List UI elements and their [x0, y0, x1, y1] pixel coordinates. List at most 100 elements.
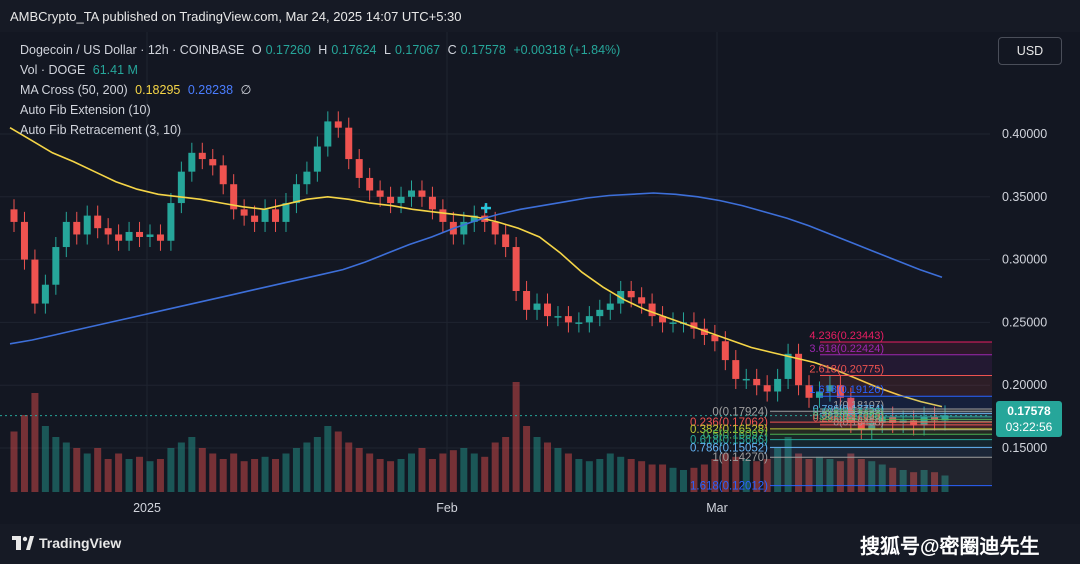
volume-bar: [606, 453, 614, 492]
fib-extension-band: [820, 421, 992, 425]
candle-body: [795, 353, 803, 386]
volume-bar: [177, 442, 185, 492]
candle-body: [533, 303, 541, 310]
fib-retracement-band: [770, 439, 992, 448]
candle-body: [460, 221, 468, 235]
fib-extension-band: [820, 375, 992, 397]
volume-bar: [313, 437, 321, 492]
candle-body: [763, 385, 771, 392]
candle-body: [742, 378, 750, 381]
candle-body: [564, 316, 572, 323]
candle-body: [115, 234, 123, 241]
volume-bar: [669, 467, 677, 492]
volume-bar: [721, 453, 729, 492]
candle-body: [711, 334, 719, 342]
volume-bar: [460, 448, 468, 492]
candle-body: [502, 234, 510, 248]
volume-bar: [931, 472, 939, 492]
candle-body: [836, 385, 844, 398]
publisher-caption: AMBCrypto_TA published on TradingView.co…: [10, 9, 462, 24]
fib-retracement-band: [770, 428, 992, 435]
y-tick-label: 0.35000: [1002, 190, 1047, 204]
candle-body: [303, 171, 311, 185]
volume-bar: [303, 442, 311, 492]
volume-bar: [261, 456, 269, 492]
low-label: L: [383, 43, 391, 57]
fib-extension-band: [820, 416, 992, 420]
candle-body: [251, 215, 259, 222]
candle-body: [920, 416, 928, 426]
candle-body: [826, 385, 834, 392]
volume-bar: [73, 448, 81, 492]
tradingview-logo[interactable]: TradingView: [12, 535, 121, 551]
chart-area[interactable]: 0.40000 0.35000 0.30000 0.25000 0.20000 0.150…: [0, 32, 1080, 524]
ma200-line: [9, 192, 943, 345]
fib-retracement-label: 1(0.14270): [712, 452, 768, 464]
fib-extension-band: [820, 424, 992, 430]
volume-label: Vol · DOGE: [20, 63, 86, 77]
candle-body: [324, 121, 332, 147]
legend-fib-ret-row[interactable]: Auto Fib Retracement (3, 10): [20, 120, 624, 140]
volume-bar: [899, 470, 907, 492]
fib-extension-label: 0.382(0.17088): [813, 410, 884, 422]
volume-value: 61.41 M: [92, 63, 138, 77]
volume-bar: [20, 415, 28, 492]
volume-bar: [272, 459, 280, 492]
volume-bar: [52, 437, 60, 492]
candle-body: [408, 190, 416, 197]
candle-body: [470, 215, 478, 222]
currency-button[interactable]: USD: [998, 37, 1062, 65]
volume-bar: [470, 453, 478, 492]
open-value: 0.17260: [265, 43, 311, 57]
candle-body: [209, 159, 217, 166]
fib-retracement-band: [770, 422, 992, 429]
volume-bar: [690, 467, 698, 492]
candle-body: [606, 303, 614, 310]
candle-body: [146, 234, 154, 237]
candle-body: [627, 291, 635, 298]
legend-volume-row[interactable]: Vol · DOGE 61.41 M: [20, 60, 624, 80]
candle-body: [805, 385, 813, 398]
candle-body: [272, 209, 280, 222]
candle-body: [690, 322, 698, 329]
volume-bar: [491, 442, 499, 492]
candle-body: [345, 127, 353, 160]
volume-bar: [240, 461, 248, 492]
candle-body: [20, 221, 28, 260]
candle-body: [62, 221, 70, 248]
volume-bar: [83, 453, 91, 492]
volume-bar: [366, 453, 374, 492]
volume-bar: [167, 448, 175, 492]
volume-bar: [481, 456, 489, 492]
candle-body: [125, 231, 133, 241]
legend-ma-row[interactable]: MA Cross (50, 200) 0.18295 0.28238 ∅: [20, 80, 624, 100]
candle-body: [648, 303, 656, 317]
y-tick-label: 0.30000: [1002, 253, 1047, 267]
ma50-value: 0.18295: [135, 83, 181, 97]
volume-bar: [230, 453, 238, 492]
last-price-tag: 0.17578 03:22:56: [996, 401, 1062, 437]
fib-extension-label: Auto Fib Extension (10): [20, 103, 151, 117]
candle-body: [282, 203, 290, 222]
volume-bar: [585, 461, 593, 492]
volume-bar: [627, 459, 635, 492]
candle-body: [784, 353, 792, 379]
ma-empty-symbol: ∅: [240, 83, 252, 97]
volume-bar: [617, 456, 625, 492]
candle-body: [355, 159, 363, 178]
volume-bar: [805, 459, 813, 492]
volume-bar: [941, 475, 949, 492]
open-label: O: [251, 43, 262, 57]
symbol-label[interactable]: Dogecoin / US Dollar · 12h · COINBASE: [20, 43, 245, 57]
ma200-value: 0.28238: [187, 83, 234, 97]
legend-fib-ext-row[interactable]: Auto Fib Extension (10): [20, 100, 624, 120]
volume-bar: [146, 461, 154, 492]
volume-bar: [857, 459, 865, 492]
candle-body: [188, 152, 196, 172]
candle-body: [931, 416, 939, 421]
volume-bar: [188, 437, 196, 492]
fib-retracement-label: 1.618(0.12012): [690, 481, 768, 493]
price-chart[interactable]: 0.40000 0.35000 0.30000 0.25000 0.20000 0.150…: [0, 32, 1080, 524]
bar-countdown: 03:22:56: [1005, 420, 1053, 434]
candle-body: [10, 209, 18, 222]
